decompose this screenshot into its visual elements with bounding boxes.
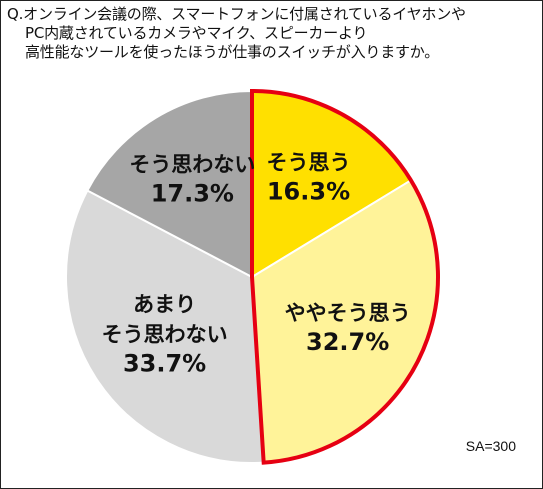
slice-value-label: 17.3% — [151, 179, 234, 207]
slice-category-label: ややそう思う — [285, 301, 411, 325]
slice-category-label: そう思う — [267, 150, 351, 174]
slice-category-label: あまり — [133, 293, 196, 317]
slice-amari-sou-omowanai — [65, 189, 265, 464]
slice-value-label: 33.7% — [123, 350, 206, 378]
chart-title: Q.オンライン会議の際、スマートフォンに付属されているイヤホンや PC内蔵されて… — [7, 5, 537, 62]
slice-value-label: 16.3% — [267, 177, 350, 205]
chart-title-line-3: 高性能なツールを使ったほうが仕事のスイッチが入りますか。 — [25, 43, 440, 61]
slice-category-label: そう思わない — [102, 323, 228, 347]
chart-title-line-2: PC内蔵されているカメラやマイク、スピーカーより — [25, 24, 368, 42]
chart-title-line-1: Q.オンライン会議の際、スマートフォンに付属されているイヤホンや — [7, 5, 466, 23]
pie-labels: そう思う16.3%ややそう思う32.7%あまりそう思わない33.7%そう思わない… — [102, 150, 411, 377]
highlight-outline — [250, 88, 440, 465]
slice-category-label: そう思わない — [129, 152, 255, 176]
pie-slices — [65, 88, 440, 465]
sample-size-note: SA=300 — [465, 438, 516, 454]
slice-value-label: 32.7% — [306, 328, 389, 356]
slice-sou-omowanai — [85, 89, 253, 279]
